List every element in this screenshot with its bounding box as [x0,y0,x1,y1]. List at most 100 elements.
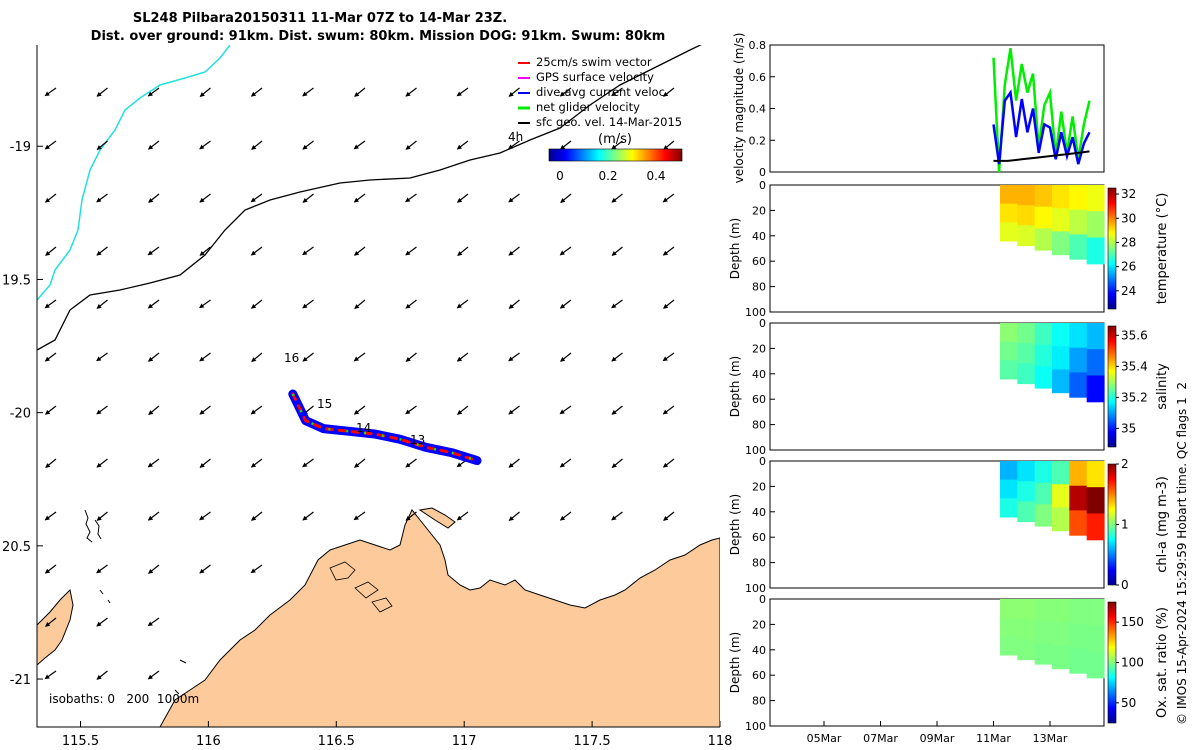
velocity-panel-frame [769,44,1105,173]
geo-velocity-arrow [662,246,675,256]
section-cell [1052,185,1070,209]
section-cell [1034,504,1053,527]
depth-tick-label: 80 [752,281,766,294]
geo-velocity-arrow [559,246,572,256]
map-axes-frame [36,45,720,728]
colorbar-tick-label: 2 [1121,457,1129,471]
geo-velocity-arrow [44,511,57,521]
geo-velocity-arrow [96,299,108,309]
geo-velocity-arrow [96,352,108,362]
legend-gps: GPS surface velocity [536,70,654,84]
section-cell [1086,513,1105,541]
geo-velocity-arrow [250,87,263,97]
geo-velocity-arrow [199,87,211,97]
geo-velocity-arrow [662,405,675,415]
section-cell [1086,599,1105,626]
geo-velocity-arrow [353,405,366,415]
velocity-series-net [992,48,1091,173]
geo-velocity-arrow [508,352,520,362]
map-x-tick-label: 118 [708,734,733,749]
glider-track [288,389,482,466]
geo-velocity-arrow [147,352,160,362]
land-mainland [159,509,720,727]
geo-velocity-arrow [96,617,108,627]
geo-velocity-arrow [96,140,108,150]
geo-velocity-arrow [147,299,160,309]
section-cell [1017,343,1036,364]
geo-velocity-arrow [353,246,366,256]
depth-tick-label: 100 [745,306,766,319]
depth-tick-label: 40 [752,368,766,381]
section-cell [1086,211,1105,238]
section-temperature: 0 20 40 60 80 100 Depth (m) 24 26 28 30 32 temperatu… [728,179,1170,319]
geo-velocity-arrow [663,299,675,309]
section-cell [1069,234,1088,260]
velocity-y-tick-label: 0.4 [749,103,767,116]
legend-geo: sfc geo. vel. 14-Mar-2015 [536,115,682,129]
section-chl-a: 0 20 40 60 80 100 Depth (m) 0 1 2 chl-a (mg m-3) [728,455,1170,595]
map-y-tick-label: -19 [10,140,31,155]
section-cell [1086,237,1105,265]
section-cell [1034,620,1053,643]
section-cell [1069,510,1088,536]
map-x-tick-label: 117 [452,734,477,749]
depth-tick-label: 20 [752,342,766,355]
section-cell [1086,625,1105,652]
section-cell [1017,619,1036,640]
geo-velocity-arrow [456,299,469,309]
geo-velocity-arrow [45,246,57,256]
velocity-y-tick-label: 0.6 [749,71,767,84]
depth-tick-label: 40 [752,506,766,519]
depth-tick-label: 20 [752,618,766,631]
track-label-13: 13 [410,433,425,447]
geo-velocity-arrow [148,564,160,574]
geo-velocity-arrow [302,87,314,97]
section-colorbar [1107,463,1117,586]
colorbar-tick-label: 1 [1121,518,1129,532]
map-y-tick-label: 19.5 [2,273,31,288]
section-oxygen-saturation: 0 20 40 60 80 100 Depth (m) 50 100 150 Ox. sat. ra… [728,593,1170,733]
section-cell [1086,461,1105,488]
geo-velocity-arrow [148,193,160,203]
section-cell [1017,363,1036,385]
geo-velocity-arrow [405,352,417,362]
section-cell [1069,648,1088,674]
track-label-15: 15 [317,397,332,411]
geo-velocity-arrow [199,458,211,468]
depth-tick-label: 20 [752,204,766,217]
map-legend: 25cm/s swim vector GPS surface velocity … [518,55,682,129]
geo-velocity-arrow [559,405,572,415]
section-salinity: 0 20 40 60 80 100 Depth (m) 35 35.2 35.4 35.6 salin… [728,317,1170,457]
geo-velocity-arrow [96,405,108,415]
geo-velocity-arrow [353,352,366,362]
geo-velocity-arrow [44,87,57,97]
section-ylabel: Depth (m) [728,494,742,555]
geo-velocity-arrow [302,511,314,521]
geo-velocity-arrow [147,617,160,627]
geo-velocity-arrow [147,458,160,468]
section-cell [1052,484,1070,508]
velocity-y-tick-label: 0.8 [749,39,767,52]
colorbar-label: temperature (°C) [1155,193,1170,305]
geo-velocity-arrow [508,458,520,468]
section-cell [1069,347,1088,373]
credit-text: © IMOS 15-Apr-2024 15:29:59 Hobart time.… [1175,382,1189,725]
isobath-200m [37,45,702,351]
swim-vector-track [291,392,479,463]
date-tick-label: 13Mar [1033,732,1068,745]
geo-velocity-arrow [199,564,211,574]
velocity-panel: velocity magnitude (m/s) 0 0.2 0.4 0.6 0.8 [732,33,1105,183]
section-cell [1017,501,1036,523]
section-cell [1052,369,1070,394]
geo-velocity-arrow [662,352,675,362]
depth-tick-label: 60 [752,531,766,544]
map-x-tick-label: 116.5 [318,734,355,749]
geo-velocity-arrow [611,511,623,521]
isobath-1000m [37,45,231,301]
geo-velocity-arrow [302,458,314,468]
section-cell [1086,349,1105,376]
geo-velocity-arrow [354,458,366,468]
section-cell [1000,498,1018,518]
track-label-14: 14 [356,421,371,435]
